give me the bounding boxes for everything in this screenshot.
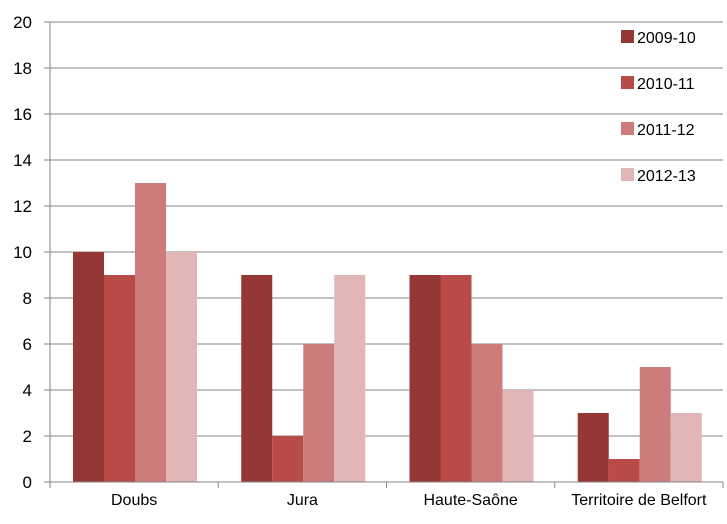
bar bbox=[104, 275, 135, 482]
bar bbox=[409, 275, 441, 482]
legend-swatch bbox=[621, 76, 634, 89]
legend: 2009-10 2010-11 2011-12 2012-13 bbox=[621, 30, 696, 185]
legend-swatch bbox=[621, 122, 634, 135]
y-tick-label: 0 bbox=[23, 473, 32, 492]
legend-swatch bbox=[621, 30, 634, 43]
x-tick-labels: Doubs Jura Haute-Saône Territoire de Belfor… bbox=[111, 492, 707, 509]
legend-swatch bbox=[621, 168, 634, 181]
bar bbox=[303, 344, 335, 482]
y-tick-label: 8 bbox=[23, 289, 32, 308]
x-tick-label: Haute-Saône bbox=[423, 492, 517, 509]
y-tick-labels: 0 2 4 6 8 10 12 14 16 18 20 bbox=[13, 13, 32, 492]
y-tick-label: 18 bbox=[13, 59, 32, 78]
y-tick-label: 2 bbox=[23, 427, 32, 446]
bars bbox=[73, 183, 702, 482]
y-tick-label: 6 bbox=[23, 335, 32, 354]
y-tick-label: 20 bbox=[13, 13, 32, 32]
y-tick-label: 16 bbox=[13, 105, 32, 124]
bar bbox=[639, 367, 671, 482]
bar bbox=[166, 252, 197, 482]
y-tick-label: 4 bbox=[23, 381, 32, 400]
y-tick-label: 10 bbox=[13, 243, 32, 262]
legend-label: 2010-11 bbox=[637, 76, 695, 93]
legend-label: 2009-10 bbox=[637, 30, 696, 47]
bar bbox=[440, 275, 472, 482]
legend-label: 2012-13 bbox=[637, 168, 696, 185]
bar bbox=[135, 183, 166, 482]
legend-label: 2011-12 bbox=[637, 122, 695, 139]
bar bbox=[73, 252, 104, 482]
axes bbox=[44, 21, 724, 488]
bar bbox=[670, 413, 702, 482]
y-tick-label: 14 bbox=[13, 151, 32, 170]
bar bbox=[471, 344, 503, 482]
x-tick-label: Territoire de Belfort bbox=[571, 492, 707, 509]
y-tick-label: 12 bbox=[13, 197, 32, 216]
bar bbox=[608, 459, 640, 482]
bar bbox=[502, 390, 534, 482]
bar bbox=[334, 275, 366, 482]
bar bbox=[272, 436, 304, 482]
x-tick-label: Doubs bbox=[111, 492, 157, 509]
x-tick-label: Jura bbox=[287, 492, 318, 509]
bar bbox=[577, 413, 609, 482]
bar bbox=[241, 275, 273, 482]
